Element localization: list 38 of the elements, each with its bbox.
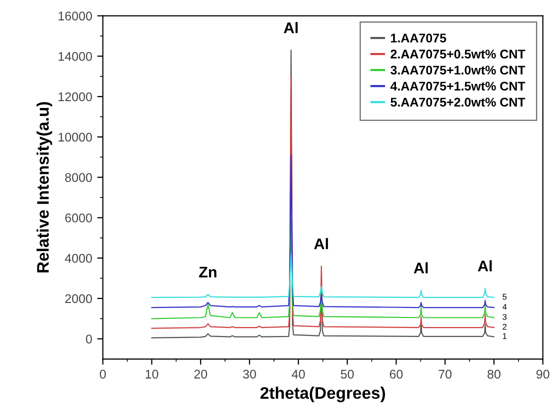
x-tick-label: 70 [438, 370, 452, 379]
annotation: 3 [502, 314, 507, 320]
annotation: Al [414, 262, 428, 274]
x-tick-label: 0 [100, 370, 106, 379]
y-tick-label: 12000 [58, 92, 92, 102]
y-tick-label: 0 [86, 334, 92, 344]
legend-label: 2.AA7075+0.5wt% CNT [390, 50, 526, 59]
y-tick-label: 14000 [58, 52, 92, 61]
annotation: Al [478, 260, 492, 272]
x-tick-label: 80 [488, 370, 500, 379]
y-tick-label: 4000 [64, 254, 92, 263]
line-series [151, 154, 495, 308]
x-tick-label: 20 [194, 370, 208, 379]
y-tick-label: 6000 [65, 213, 92, 222]
annotation: Al [284, 22, 298, 34]
x-tick-label: 30 [243, 370, 256, 379]
y-tick-label: 10000 [58, 132, 92, 142]
x-tick-label: 90 [536, 370, 550, 379]
annotation: 5 [502, 294, 507, 300]
line-series [151, 253, 495, 298]
y-axis-title: Relative Intensity(a.u) [36, 102, 52, 272]
legend-label: 3.AA7075+1.0wt% CNT [390, 66, 526, 75]
annotation: Al [314, 238, 328, 250]
x-tick-label: 60 [390, 370, 403, 379]
annotation: Zn [199, 266, 216, 278]
annotation: 4 [502, 304, 507, 310]
annotation: 1 [502, 333, 507, 339]
x-tick-label: 10 [146, 370, 158, 379]
x-tick-label: 50 [340, 370, 354, 379]
x-axis-title: 2theta(Degrees) [260, 386, 386, 402]
y-tick-label: 2000 [65, 294, 92, 304]
legend-label: 1.AA7075 [391, 34, 446, 42]
legend-label: 5.AA7075+2.0wt% CNT [390, 98, 526, 107]
y-tick-label: 8000 [65, 173, 92, 182]
legend-label: 4.AA7075+1.5wt% CNT [390, 82, 526, 91]
x-tick-label: 40 [292, 370, 305, 379]
annotation: 2 [502, 324, 507, 330]
y-tick-label: 16000 [58, 12, 92, 20]
